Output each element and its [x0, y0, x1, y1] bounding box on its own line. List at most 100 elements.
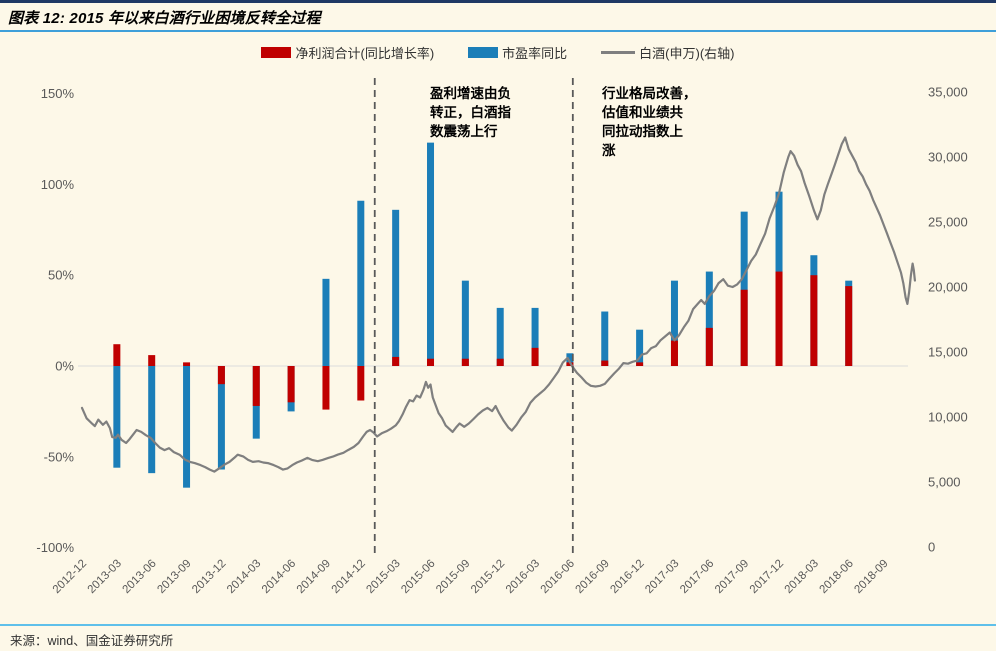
pe-swatch-icon [468, 47, 499, 58]
bar-pe-2016-06 [566, 353, 574, 366]
x-axis-tick: 2014-12 [330, 558, 368, 596]
x-axis-tick: 2015-03 [364, 558, 402, 596]
annotation-2: 行业格局改善， 估值和业绩共 同拉动指数上涨 [602, 84, 697, 160]
index-line-swatch-icon [601, 51, 636, 54]
bar-pe-2013-09 [183, 366, 191, 488]
x-axis-tick: 2017-09 [713, 558, 751, 596]
bar-pe-2013-12 [217, 366, 225, 470]
x-axis-tick: 2013-03 [86, 558, 124, 596]
bar-pe-2013-03 [113, 366, 121, 468]
bar-net-profit-2016-09 [601, 360, 609, 366]
legend-item-net-profit: 净利润合计(同比增长率) [261, 43, 434, 62]
bar-net-profit-2017-06 [705, 327, 713, 366]
legend-label-index: 白酒(申万)(右轴) [639, 46, 735, 61]
bar-pe-2014-12 [357, 200, 365, 366]
x-axis-tick: 2015-12 [469, 558, 507, 596]
x-axis-tick: 2014-09 [295, 558, 333, 596]
annotation-line: 数震荡上行 [430, 124, 498, 139]
x-axis-tick: 2015-06 [399, 558, 437, 596]
bar-pe-2016-09 [601, 311, 609, 366]
annotation-1: 盈利增速由负 转正，白酒指 数震荡上行 [430, 84, 511, 141]
right-axis-tick: 25,000 [928, 215, 968, 230]
bar-net-profit-2018-03 [810, 275, 818, 366]
bar-pe-2013-06 [148, 366, 156, 474]
right-axis-tick: 35,000 [928, 85, 968, 100]
bar-net-profit-2015-09 [461, 358, 469, 366]
x-axis-tick: 2012-12 [51, 558, 89, 596]
bar-net-profit-2015-03 [392, 356, 400, 366]
footer-rule [0, 624, 996, 626]
bar-net-profit-2013-06 [148, 355, 156, 366]
bar-pe-2014-09 [322, 278, 330, 366]
x-axis-tick: 2018-09 [852, 558, 890, 596]
x-axis-tick: 2017-06 [678, 558, 716, 596]
right-axis-tick: 5,000 [928, 475, 961, 490]
legend: 净利润合计(同比增长率) 市盈率同比 白酒(申万)(右轴) [0, 43, 996, 62]
bar-pe-2015-06 [427, 142, 435, 366]
x-axis-tick: 2018-06 [818, 558, 856, 596]
right-axis-tick: 30,000 [928, 150, 968, 165]
annotation-line: 行业格局改善， [602, 86, 697, 101]
bar-net-profit-2015-12 [496, 358, 504, 366]
left-axis-tick: 150% [41, 86, 75, 101]
x-axis-tick: 2018-03 [783, 558, 821, 596]
right-axis-tick: 20,000 [928, 280, 968, 295]
x-axis-tick: 2016-06 [539, 558, 577, 596]
bar-net-profit-2016-12 [636, 362, 644, 366]
bar-net-profit-2015-06 [427, 358, 435, 366]
index-line [80, 136, 917, 473]
annotation-line: 估值和业绩共 [602, 105, 683, 120]
bar-pe-2017-09 [740, 211, 748, 366]
x-axis-tick: 2017-12 [748, 558, 786, 596]
bar-net-profit-2017-12 [775, 271, 783, 366]
x-axis-tick: 2017-03 [643, 558, 681, 596]
right-axis-tick: 15,000 [928, 345, 968, 360]
x-axis-tick: 2013-06 [120, 558, 158, 596]
bar-net-profit-2014-03 [252, 366, 260, 406]
bar-pe-2017-03 [670, 280, 678, 366]
bar-pe-2017-06 [705, 271, 713, 366]
x-axis-tick: 2014-06 [260, 558, 298, 596]
x-axis-tick: 2013-12 [190, 558, 228, 596]
bar-pe-2015-12 [496, 307, 504, 366]
bar-net-profit-2018-06 [845, 286, 853, 366]
annotation-line: 涨 [602, 143, 616, 158]
page-title: 图表 12: 2015 年以来白酒行业困境反转全过程 [8, 10, 321, 27]
title-underline-rule [0, 30, 996, 32]
x-axis-tick: 2014-03 [225, 558, 263, 596]
legend-item-pe: 市盈率同比 [468, 43, 567, 62]
source-note: 来源：wind、国金证券研究所 [10, 634, 174, 648]
bar-net-profit-2014-12 [357, 366, 365, 401]
bar-net-profit-2017-03 [670, 340, 678, 366]
bar-pe-2016-12 [636, 329, 644, 366]
top-border-rule [0, 0, 996, 3]
annotation-line: 同拉动指数上 [602, 124, 683, 139]
left-axis-tick: 0% [55, 359, 74, 374]
bar-net-profit-2016-03 [531, 347, 539, 366]
left-axis-tick: 100% [41, 177, 75, 192]
bar-net-profit-2013-12 [217, 366, 225, 385]
bar-net-profit-2017-09 [740, 289, 748, 366]
bar-pe-2015-09 [461, 280, 469, 366]
bar-net-profit-2014-09 [322, 366, 330, 410]
x-axis-tick: 2013-09 [155, 558, 193, 596]
bar-net-profit-2013-03 [113, 344, 121, 366]
bar-net-profit-2014-06 [287, 366, 295, 403]
legend-label-net-profit: 净利润合计(同比增长率) [295, 46, 435, 61]
x-axis-tick: 2016-09 [574, 558, 612, 596]
right-axis-tick: 0 [928, 540, 935, 555]
legend-label-pe: 市盈率同比 [502, 46, 568, 61]
left-axis-tick: -50% [44, 449, 75, 464]
x-axis-tick: 2015-09 [434, 558, 472, 596]
x-axis-tick: 2016-03 [504, 558, 542, 596]
legend-item-index: 白酒(申万)(右轴) [601, 43, 735, 62]
left-axis-tick: -100% [36, 540, 74, 555]
bar-pe-2016-03 [531, 307, 539, 366]
annotation-line: 转正，白酒指 [430, 105, 511, 120]
net-profit-swatch-icon [261, 47, 292, 58]
right-axis-tick: 10,000 [928, 410, 968, 425]
left-axis-tick: 50% [48, 268, 74, 283]
chart-plot-area: 150% 100% 50% 0% -50% -100% 35,000 30,000 25,000… [36, 78, 968, 596]
annotation-line: 盈利增速由负 [430, 86, 511, 101]
